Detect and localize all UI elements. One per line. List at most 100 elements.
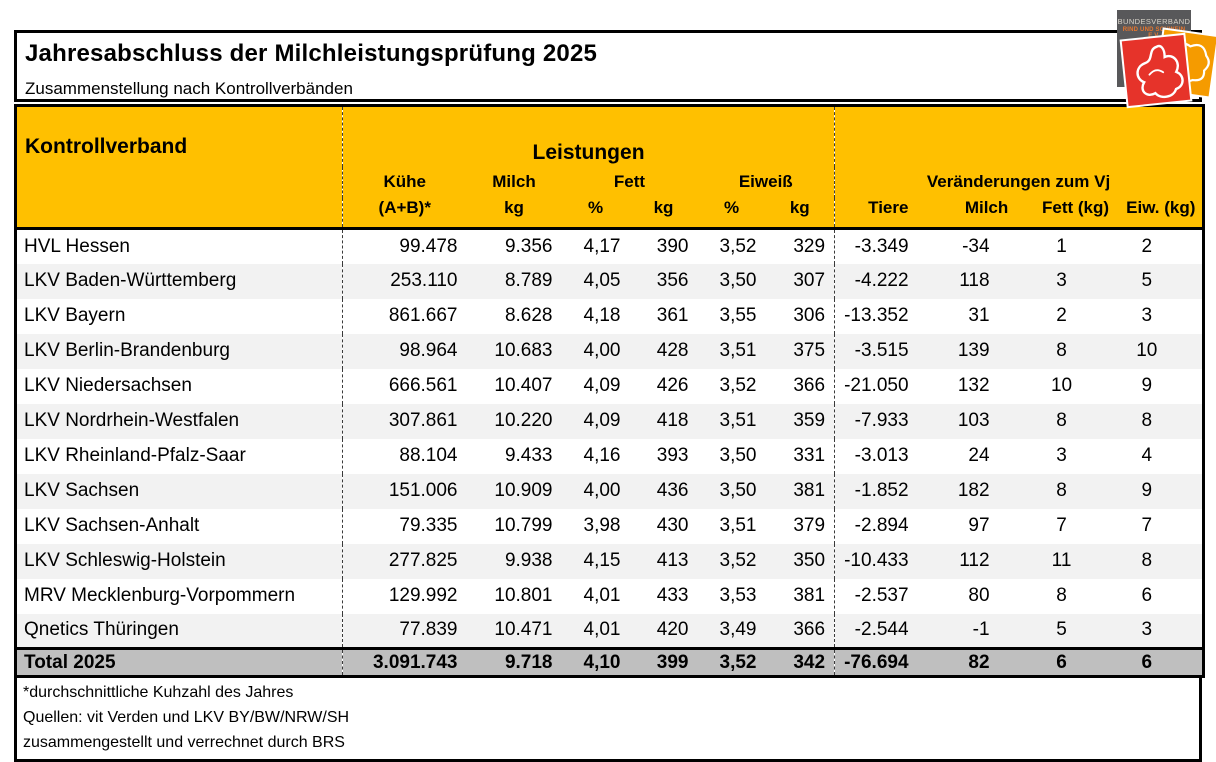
cell-fett-pct: 4,01	[583, 619, 621, 641]
cell-kuehe: 307.861	[388, 410, 458, 431]
cell-d-tiere: -3.349	[854, 235, 909, 257]
cell-kontrollverband: LKV Nordrhein-Westfalen	[15, 403, 343, 439]
cell-fett-pct: 4,05	[583, 270, 621, 291]
header-eiweiss-pct: %	[697, 197, 766, 229]
cell-d-fett: 8	[1056, 585, 1067, 606]
cell-d-milch: 97	[968, 515, 990, 536]
table-row: HVL Hessen 99.478 9.356 4,17 390 3,52 32…	[15, 228, 1204, 264]
cell-d-fett: 8	[1056, 410, 1067, 431]
cell-eiw-kg: 306	[765, 298, 836, 334]
footnotes: *durchschnittliche Kuhzahl des Jahres Qu…	[14, 678, 1202, 762]
cell-fett-kg: 413	[656, 550, 689, 571]
cell-fett-pct: 4,01	[583, 585, 621, 606]
header-fett-vj: Fett (kg)	[1031, 197, 1120, 229]
total-d-milch: 82	[968, 651, 990, 673]
page-title: Jahresabschluss der Milchleistungsprüfun…	[25, 40, 598, 67]
cell-kuehe: 253.110	[390, 270, 458, 291]
total-eiw-pct: 3,52	[719, 651, 757, 673]
cell-d-fett: 2	[1056, 305, 1067, 326]
cell-d-eiw: 6	[1141, 585, 1153, 606]
cell-d-milch: 103	[957, 410, 990, 431]
page-subtitle: Zusammenstellung nach Kontrollverbänden	[25, 79, 353, 98]
title-box: Jahresabschluss der Milchleistungsprüfun…	[14, 10, 1216, 107]
header-eiweiss-kg: kg	[765, 197, 836, 229]
header-milch-unit: kg	[466, 197, 562, 229]
table-row: Qnetics Thüringen 77.839 10.471 4,01 420…	[15, 613, 1204, 649]
logo-line2: RIND UND SCHWEIN E.V.	[1122, 27, 1186, 39]
cell-fett-pct: 3,98	[583, 515, 621, 536]
cell-milch: 10.801	[494, 585, 553, 606]
cell-d-tiere: -2.894	[854, 515, 909, 536]
cell-fett-kg: 436	[656, 480, 689, 501]
cell-kontrollverband: LKV Bayern	[15, 298, 343, 334]
table-row: MRV Mecklenburg-Vorpommern 129.992 10.80…	[15, 578, 1204, 614]
cell-kuehe: 79.335	[399, 515, 458, 536]
cell-fett-pct: 4,17	[583, 235, 621, 257]
cell-d-tiere: -21.050	[844, 375, 909, 396]
cell-d-fett: 1	[1056, 235, 1067, 257]
cell-d-milch: 24	[968, 445, 990, 466]
cell-kuehe: 129.992	[388, 585, 458, 606]
cell-eiw-kg: 375	[765, 333, 836, 369]
cell-kontrollverband: LKV Sachsen-Anhalt	[15, 508, 343, 544]
cell-fett-kg: 356	[656, 270, 689, 291]
total-d-fett: 6	[1056, 651, 1067, 673]
cell-eiw-pct: 3,50	[719, 270, 757, 291]
header-kuehe-unit: (A+B)*	[342, 197, 467, 229]
cell-kontrollverband: MRV Mecklenburg-Vorpommern	[15, 578, 343, 614]
cell-d-tiere: -3.515	[854, 340, 909, 361]
cell-eiw-kg: 366	[765, 613, 836, 649]
cell-d-milch: 182	[957, 480, 990, 501]
table-row: LKV Sachsen 151.006 10.909 4,00 436 3,50…	[15, 473, 1204, 509]
cell-fett-kg: 433	[656, 585, 689, 606]
cell-eiw-kg: 366	[765, 368, 836, 404]
table-row: LKV Bayern 861.667 8.628 4,18 361 3,55 3…	[15, 298, 1204, 334]
cell-eiw-kg: 379	[765, 508, 836, 544]
cell-kuehe: 666.561	[388, 375, 458, 396]
cell-kuehe: 88.104	[399, 445, 458, 466]
cell-d-eiw: 7	[1141, 515, 1153, 536]
header-fett-pct: %	[561, 197, 630, 229]
cell-kontrollverband: LKV Baden-Württemberg	[15, 263, 343, 299]
cell-kontrollverband: LKV Niedersachsen	[15, 368, 343, 404]
cell-d-tiere: -13.352	[844, 305, 909, 326]
cell-kuehe: 861.667	[388, 305, 458, 326]
cell-d-tiere: -2.537	[854, 585, 909, 606]
cell-fett-kg: 420	[656, 619, 689, 641]
header-milch: Milch	[466, 166, 562, 198]
cell-eiw-pct: 3,51	[719, 515, 757, 536]
cell-kuehe: 277.825	[388, 550, 458, 571]
cell-eiw-kg: 329	[765, 228, 836, 264]
cell-fett-pct: 4,09	[583, 410, 621, 431]
total-fett-kg: 399	[656, 651, 689, 673]
header-fett-kg: kg	[629, 197, 698, 229]
cell-d-fett: 3	[1056, 445, 1067, 466]
cell-kuehe: 77.839	[399, 619, 458, 641]
cell-eiw-kg: 350	[765, 543, 836, 579]
cell-kontrollverband: LKV Schleswig-Holstein	[15, 543, 343, 579]
total-kuehe: 3.091.743	[372, 651, 458, 673]
cell-milch: 9.356	[504, 235, 553, 257]
cell-kontrollverband: Qnetics Thüringen	[15, 613, 343, 649]
cell-eiw-kg: 331	[765, 438, 836, 474]
results-table: Kontrollverband Leistungen Kühe Milch Fe…	[14, 104, 1206, 678]
cell-d-eiw: 5	[1141, 270, 1153, 291]
cell-d-fett: 8	[1056, 480, 1067, 501]
header-kuehe: Kühe	[342, 166, 467, 198]
cell-d-eiw: 4	[1141, 445, 1153, 466]
cell-milch: 10.471	[494, 619, 553, 641]
cell-d-milch: -34	[962, 235, 990, 257]
total-eiw-kg: 342	[765, 648, 836, 677]
cell-eiw-pct: 3,53	[719, 585, 757, 606]
cell-milch: 10.220	[494, 410, 553, 431]
header-group-spacer	[834, 105, 1204, 167]
cell-eiw-kg: 381	[765, 578, 836, 614]
cell-eiw-pct: 3,52	[719, 375, 757, 396]
cell-d-tiere: -3.013	[854, 445, 909, 466]
cell-fett-pct: 4,15	[583, 550, 621, 571]
cell-eiw-pct: 3,51	[719, 410, 757, 431]
report-sheet: Jahresabschluss der Milchleistungsprüfun…	[14, 10, 1216, 762]
cell-d-tiere: -2.544	[854, 619, 909, 641]
cell-fett-kg: 393	[656, 445, 689, 466]
cell-eiw-pct: 3,50	[719, 480, 757, 501]
